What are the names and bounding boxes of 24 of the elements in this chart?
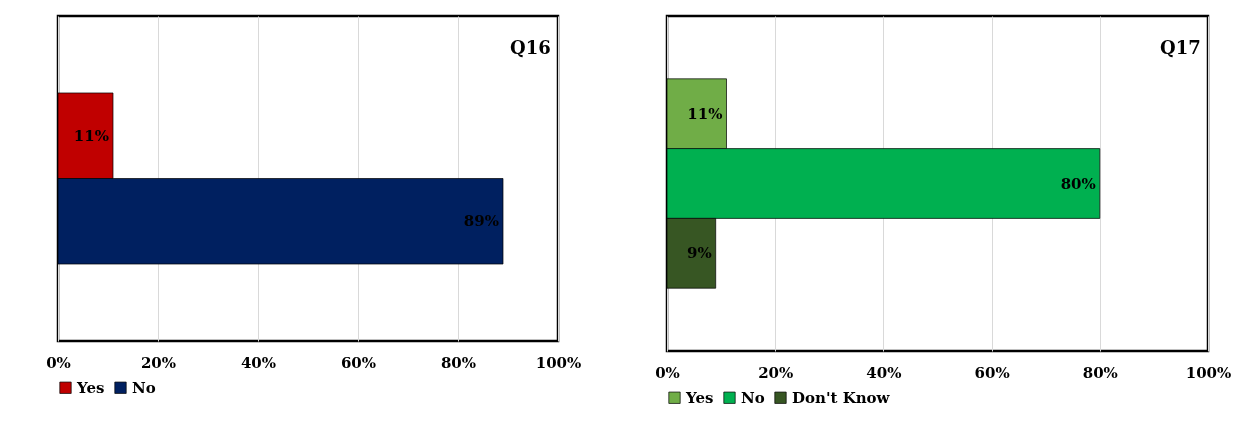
text: Q16 [510,37,551,58]
x-tick-label: 20% [758,363,794,382]
x-tick-label: 40% [240,353,277,372]
x-tick-label: 100% [1185,363,1232,382]
x-tick-label: 100% [535,353,582,372]
legend-label: Yes [685,388,714,407]
data-label: 89% [463,212,499,231]
legend-label: Don't Know [792,388,891,407]
text: Q17 [1160,37,1201,58]
legend-label: No [741,388,765,407]
x-tick-label: 40% [866,363,902,382]
legend-label: Yes [76,378,105,397]
x-tick-label: 80% [1082,363,1118,382]
data-label: 11% [73,126,109,145]
x-tick-label: 80% [440,353,477,372]
data-label: 9% [686,244,712,263]
x-tick-label: 20% [140,353,177,372]
data-label: 11% [687,104,723,123]
x-tick-label: 0% [655,363,680,382]
x-tick-label: 60% [340,353,377,372]
x-tick-label: 0% [46,353,71,372]
legend-label: No [132,378,156,397]
data-label: 80% [1060,174,1096,193]
x-tick-label: 60% [974,363,1010,382]
